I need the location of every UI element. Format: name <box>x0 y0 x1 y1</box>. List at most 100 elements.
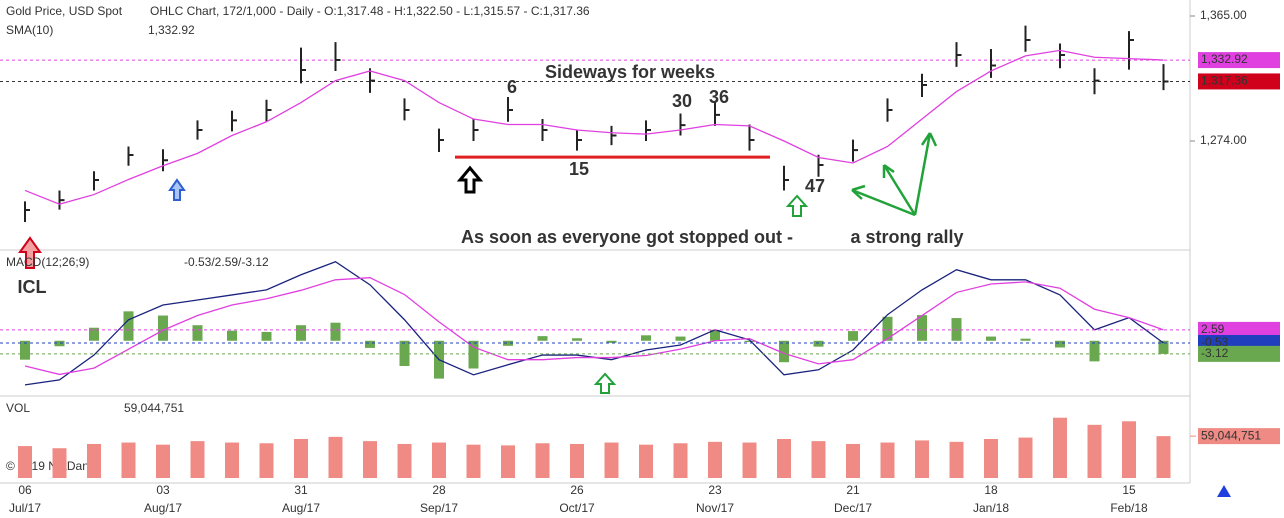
ohlc-bar <box>1162 64 1169 91</box>
title: MACD(12;26;9) <box>6 255 89 269</box>
volume-bar <box>846 443 860 478</box>
volume-bar <box>570 443 584 478</box>
histogram-bar <box>158 315 168 341</box>
histogram-bar <box>54 340 65 347</box>
sma-label: SMA(10) <box>6 23 53 37</box>
volume-bar <box>121 442 136 478</box>
ohlc-bar <box>438 128 444 152</box>
arrow-green <box>785 194 809 217</box>
volume-bar <box>432 442 446 478</box>
ohlc-bar <box>93 171 99 191</box>
ohlc-bar <box>990 48 996 78</box>
ohlc-bar <box>714 102 720 126</box>
x-tick-month: Dec/17 <box>834 501 872 515</box>
histogram-bar <box>572 338 582 341</box>
volume-bar <box>604 442 619 478</box>
annotation: 36 <box>709 87 729 107</box>
volume-bar <box>777 439 791 478</box>
ohlc-bar <box>231 110 237 132</box>
annotation: 15 <box>569 159 589 179</box>
x-tick-label: 28 <box>432 483 446 497</box>
sma-line <box>24 49 1164 205</box>
arrow-blue <box>168 178 186 201</box>
volume-bar <box>501 445 515 478</box>
arrow-green-macd <box>593 372 617 394</box>
volume-bar <box>880 442 895 478</box>
volume-bar <box>52 448 67 478</box>
ohlc-bar <box>127 146 134 166</box>
annotation: a strong rally <box>850 227 963 247</box>
histogram-bar <box>606 340 617 343</box>
histogram-bar <box>848 331 858 341</box>
x-tick-month: Aug/17 <box>282 501 320 515</box>
volume-bar <box>742 442 757 478</box>
x-tick-month: Sep/17 <box>420 501 458 515</box>
ohlc-bar <box>955 42 962 67</box>
marker-label: 1,332.92 <box>1201 52 1248 66</box>
histogram-bar <box>365 340 375 348</box>
histogram-bar <box>468 340 479 369</box>
annotation: 47 <box>805 176 825 196</box>
volume-bar <box>708 441 722 478</box>
x-tick-month: Jul/17 <box>9 501 41 515</box>
title: Gold Price, USD Spot <box>6 4 123 18</box>
annotation: 6 <box>507 77 517 97</box>
ohlc-bar <box>541 119 548 142</box>
arrow-black <box>456 165 484 194</box>
volume-bar <box>811 441 826 478</box>
macd-line <box>24 277 1164 376</box>
x-tick-label: 06 <box>18 483 32 497</box>
ohlc-bar <box>576 130 582 151</box>
ohlc-bar <box>403 98 410 121</box>
histogram-bar <box>675 336 686 341</box>
ohlc-bar <box>817 154 824 177</box>
volume-bar <box>1087 424 1102 478</box>
x-tick-label: 21 <box>846 483 860 497</box>
volume-bar <box>984 439 998 478</box>
ohlc-bar <box>1128 31 1134 70</box>
histogram-bar <box>192 325 203 341</box>
ohlc-bar <box>1093 68 1100 95</box>
x-tick-label: 31 <box>294 483 308 497</box>
subtitle: 59,044,751 <box>124 401 184 415</box>
sma-value: 1,332.92 <box>148 23 195 37</box>
marker-label-box <box>1198 345 1280 362</box>
volume-bar <box>156 444 170 478</box>
histogram-bar <box>89 327 99 341</box>
volume-bar <box>328 436 343 478</box>
volume-bar <box>1018 437 1033 478</box>
ohlc-bar <box>334 42 341 71</box>
x-tick-month: Oct/17 <box>559 501 595 515</box>
x-tick-month: Nov/17 <box>696 501 734 515</box>
histogram-bar <box>1055 340 1065 348</box>
volume-bar <box>1122 421 1136 478</box>
ohlc-bar <box>162 149 168 172</box>
marker-label-box <box>1198 321 1280 338</box>
ohlc-bar <box>24 201 30 223</box>
volume-bar <box>225 442 239 478</box>
marker-label: -0.53 <box>1201 335 1229 349</box>
volume-bar <box>87 443 101 478</box>
volume-bar <box>535 443 550 478</box>
volume-bar <box>259 443 274 478</box>
x-tick-month: Jan/18 <box>973 501 1009 515</box>
scroll-icon[interactable] <box>1217 485 1231 497</box>
x-tick-label: 15 <box>1122 483 1136 497</box>
volume-bar <box>915 440 929 478</box>
ohlc-bar <box>1024 25 1031 52</box>
annotation: ICL <box>18 277 47 297</box>
ohlc-bar <box>852 139 858 162</box>
x-tick-month: Aug/17 <box>144 501 182 515</box>
ohlc-bar <box>58 190 65 210</box>
y-tick-label: 1,365.00 <box>1200 8 1247 22</box>
histogram-bar <box>1089 340 1100 362</box>
marker-label-box <box>1198 73 1280 90</box>
volume-bar <box>466 444 481 478</box>
histogram-bar <box>710 329 720 341</box>
arrow-icl <box>18 236 42 269</box>
ohlc-bar <box>265 99 272 122</box>
volume-bar <box>397 443 412 478</box>
ohlc-bar <box>748 124 755 151</box>
volume-bar <box>639 444 653 478</box>
